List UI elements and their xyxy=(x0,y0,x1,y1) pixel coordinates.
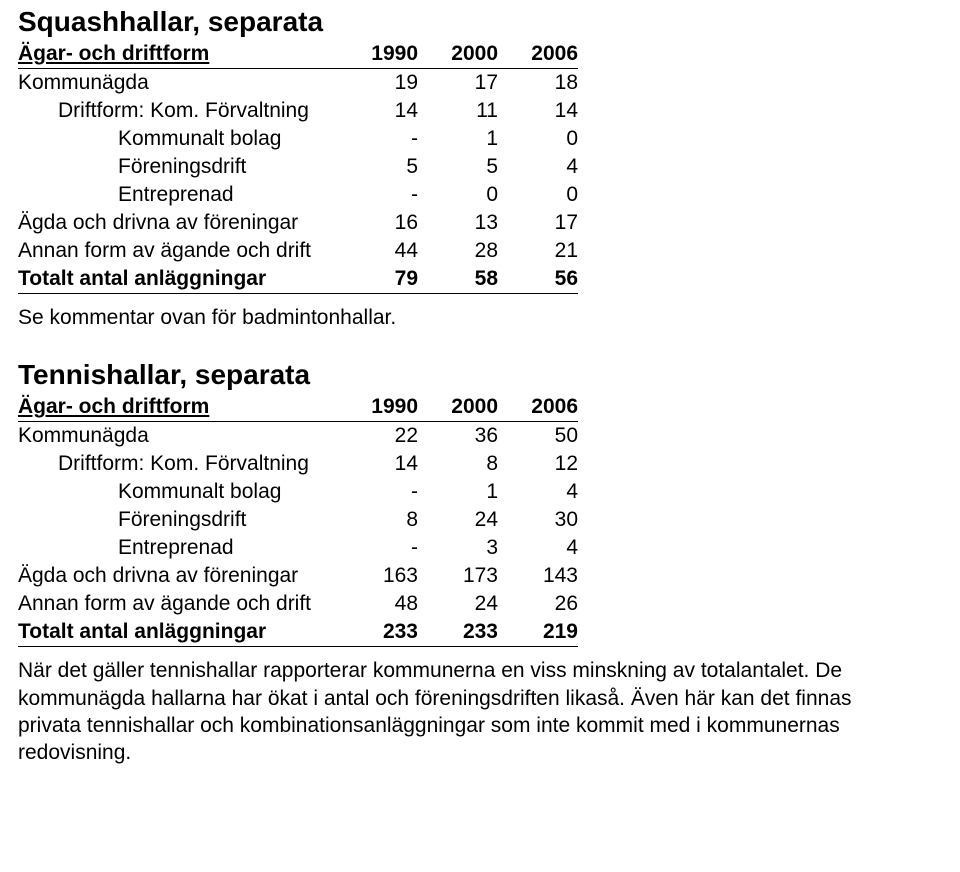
row-label: Annan form av ägande och drift xyxy=(18,237,338,265)
row-value: 50 xyxy=(498,422,578,451)
table-header-year: 2000 xyxy=(418,40,498,69)
section-note: Se kommentar ovan för badmintonhallar. xyxy=(18,304,918,331)
row-label: Kommunägda xyxy=(18,422,338,451)
row-value: 173 xyxy=(418,562,498,590)
row-value: 21 xyxy=(498,237,578,265)
row-value: 1 xyxy=(418,125,498,153)
table-row: Föreningsdrift82430 xyxy=(18,506,578,534)
row-value: 0 xyxy=(498,125,578,153)
row-value: 48 xyxy=(338,590,418,618)
totals-value: 233 xyxy=(338,618,418,647)
table-totals-row: Totalt antal anläggningar795856 xyxy=(18,265,578,294)
row-label: Driftform: Kom. Förvaltning xyxy=(18,450,338,478)
table-header-year: 2006 xyxy=(498,40,578,69)
row-value: 17 xyxy=(498,209,578,237)
row-value: 16 xyxy=(338,209,418,237)
table-row: Kommunalt bolag-10 xyxy=(18,125,578,153)
table-header-year: 1990 xyxy=(338,393,418,422)
row-value: 3 xyxy=(418,534,498,562)
row-label: Entreprenad xyxy=(18,534,338,562)
row-value: 5 xyxy=(338,153,418,181)
row-value: 143 xyxy=(498,562,578,590)
totals-value: 58 xyxy=(418,265,498,294)
row-value: 26 xyxy=(498,590,578,618)
table-totals-row: Totalt antal anläggningar233233219 xyxy=(18,618,578,647)
row-value: 36 xyxy=(418,422,498,451)
table-header-label: Ägar- och driftform xyxy=(18,393,338,422)
table-header-year: 2006 xyxy=(498,393,578,422)
row-value: 24 xyxy=(418,590,498,618)
row-value: 4 xyxy=(498,534,578,562)
row-value: 13 xyxy=(418,209,498,237)
row-value: - xyxy=(338,181,418,209)
table-row: Entreprenad-34 xyxy=(18,534,578,562)
data-table: Ägar- och driftform199020002006Kommunägd… xyxy=(18,40,578,294)
row-label: Kommunalt bolag xyxy=(18,125,338,153)
row-value: 12 xyxy=(498,450,578,478)
totals-value: 219 xyxy=(498,618,578,647)
data-table: Ägar- och driftform199020002006Kommunägd… xyxy=(18,393,578,647)
row-value: 18 xyxy=(498,69,578,98)
table-row: Entreprenad-00 xyxy=(18,181,578,209)
row-label: Kommunägda xyxy=(18,69,338,98)
row-value: 14 xyxy=(498,97,578,125)
table-header-year: 1990 xyxy=(338,40,418,69)
row-value: - xyxy=(338,478,418,506)
row-value: 22 xyxy=(338,422,418,451)
row-value: 8 xyxy=(418,450,498,478)
totals-value: 56 xyxy=(498,265,578,294)
row-value: - xyxy=(338,125,418,153)
table-row: Annan form av ägande och drift442821 xyxy=(18,237,578,265)
table-row: Driftform: Kom. Förvaltning14812 xyxy=(18,450,578,478)
totals-value: 79 xyxy=(338,265,418,294)
row-value: 30 xyxy=(498,506,578,534)
row-label: Annan form av ägande och drift xyxy=(18,590,338,618)
row-value: 163 xyxy=(338,562,418,590)
section-note: När det gäller tennishallar rapporterar … xyxy=(18,657,918,766)
section: Tennishallar, separataÄgar- och driftfor… xyxy=(18,359,942,766)
row-label: Ägda och drivna av föreningar xyxy=(18,209,338,237)
table-row: Kommunalt bolag-14 xyxy=(18,478,578,506)
row-label: Föreningsdrift xyxy=(18,506,338,534)
row-value: 5 xyxy=(418,153,498,181)
row-label: Kommunalt bolag xyxy=(18,478,338,506)
row-label: Föreningsdrift xyxy=(18,153,338,181)
table-row: Kommunägda191718 xyxy=(18,69,578,98)
row-value: 14 xyxy=(338,450,418,478)
table-row: Kommunägda223650 xyxy=(18,422,578,451)
table-row: Föreningsdrift554 xyxy=(18,153,578,181)
row-value: 11 xyxy=(418,97,498,125)
totals-label: Totalt antal anläggningar xyxy=(18,265,338,294)
row-value: 44 xyxy=(338,237,418,265)
table-header-year: 2000 xyxy=(418,393,498,422)
row-value: 0 xyxy=(418,181,498,209)
row-value: 17 xyxy=(418,69,498,98)
row-value: 1 xyxy=(418,478,498,506)
row-label: Driftform: Kom. Förvaltning xyxy=(18,97,338,125)
section: Squashhallar, separataÄgar- och driftfor… xyxy=(18,6,942,331)
table-row: Ägda och drivna av föreningar163173143 xyxy=(18,562,578,590)
table-header-label: Ägar- och driftform xyxy=(18,40,338,69)
row-value: 0 xyxy=(498,181,578,209)
row-label: Ägda och drivna av föreningar xyxy=(18,562,338,590)
row-value: 4 xyxy=(498,153,578,181)
table-row: Ägda och drivna av föreningar161317 xyxy=(18,209,578,237)
table-row: Driftform: Kom. Förvaltning141114 xyxy=(18,97,578,125)
row-value: - xyxy=(338,534,418,562)
table-row: Annan form av ägande och drift482426 xyxy=(18,590,578,618)
row-value: 28 xyxy=(418,237,498,265)
row-label: Entreprenad xyxy=(18,181,338,209)
row-value: 14 xyxy=(338,97,418,125)
totals-label: Totalt antal anläggningar xyxy=(18,618,338,647)
row-value: 4 xyxy=(498,478,578,506)
table-header-row: Ägar- och driftform199020002006 xyxy=(18,393,578,422)
section-title: Squashhallar, separata xyxy=(18,6,942,38)
row-value: 8 xyxy=(338,506,418,534)
row-value: 24 xyxy=(418,506,498,534)
section-title: Tennishallar, separata xyxy=(18,359,942,391)
table-header-row: Ägar- och driftform199020002006 xyxy=(18,40,578,69)
row-value: 19 xyxy=(338,69,418,98)
totals-value: 233 xyxy=(418,618,498,647)
